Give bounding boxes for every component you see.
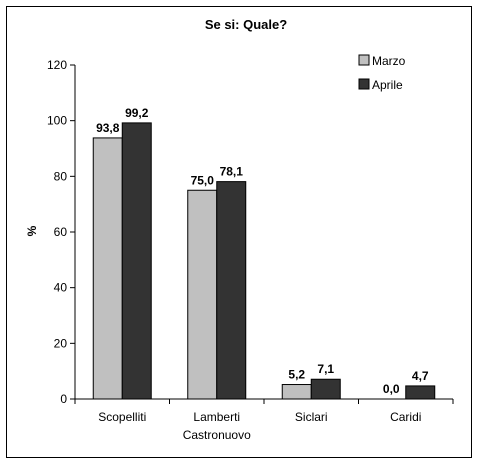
category-label: Caridi: [390, 410, 421, 424]
legend-label: Marzo: [372, 54, 406, 68]
bar-aprile: [121, 122, 152, 400]
data-label: 0,0: [383, 382, 400, 396]
category-label: Siclari: [295, 410, 328, 424]
y-tick-label: 40: [54, 281, 68, 295]
data-label: 75,0: [191, 173, 215, 187]
y-tick-label: 80: [54, 169, 68, 183]
data-label: 99,2: [125, 106, 149, 120]
y-axis-label: %: [25, 225, 39, 236]
legend-swatch: [358, 78, 370, 90]
y-tick-label: 120: [47, 58, 67, 72]
legend: Marzo Aprile: [358, 54, 406, 92]
data-label: 93,8: [96, 121, 120, 135]
bar-marzo: [187, 189, 218, 400]
y-tick-label: 100: [47, 114, 67, 128]
y-tick-label: 60: [54, 225, 68, 239]
y-tick-label: 20: [54, 336, 68, 350]
chart-title: Se si: Quale?: [205, 17, 287, 32]
data-label: 78,1: [220, 165, 244, 179]
data-label: 4,7: [412, 369, 429, 383]
y-tick-label: 0: [60, 392, 67, 406]
legend-swatch: [358, 54, 370, 66]
data-label: 5,2: [288, 368, 305, 382]
bar-aprile: [405, 385, 436, 400]
bar-marzo: [281, 384, 312, 400]
category-label: Lamberti: [193, 410, 240, 424]
legend-label: Aprile: [372, 78, 403, 92]
bars: 93,8 75,0 5,2 0,0 99,2 78,1 7,1 4,7: [92, 106, 436, 400]
bar-aprile: [310, 378, 341, 400]
bar-aprile: [216, 181, 247, 400]
category-label: Castronuovo: [183, 428, 251, 442]
data-label: 7,1: [317, 362, 334, 376]
bar-marzo: [92, 137, 123, 400]
category-label: Scopelliti: [98, 410, 146, 424]
